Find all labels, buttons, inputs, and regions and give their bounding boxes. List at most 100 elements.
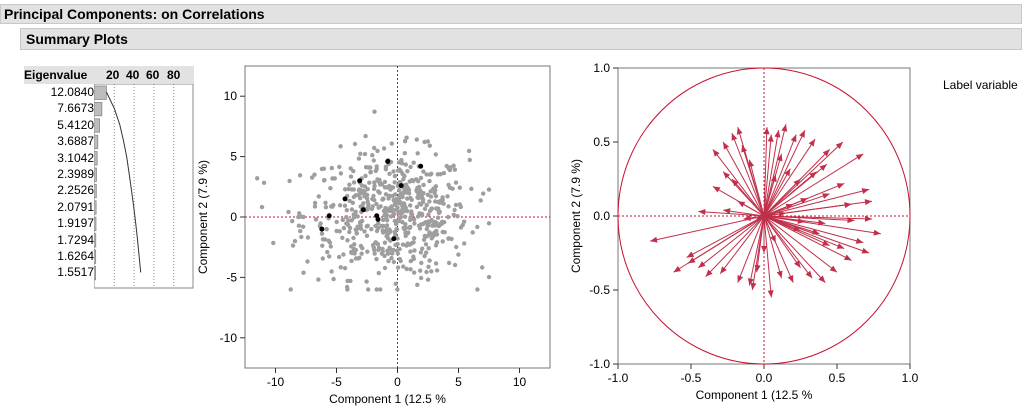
x-tick-label: -0.5: [681, 371, 702, 385]
y-tick-label: 1.0: [593, 62, 610, 75]
eigenvalue-bars: [94, 84, 194, 289]
score-point: [366, 287, 371, 292]
x-tick-label: -1.0: [608, 371, 629, 385]
highlighted-score-point: [360, 207, 366, 213]
score-point: [444, 163, 449, 169]
score-point: [433, 194, 439, 199]
score-point: [363, 133, 368, 139]
score-point: [454, 244, 459, 250]
score-point: [288, 287, 293, 292]
score-point: [426, 264, 431, 269]
score-point: [424, 202, 429, 208]
score-point: [380, 217, 386, 223]
loading-vector-arrowhead: [855, 237, 864, 244]
score-point: [427, 178, 432, 184]
score-point: [378, 180, 383, 186]
eigenvalue-row-label: 2.0791: [57, 199, 94, 214]
score-point: [349, 249, 354, 255]
score-point: [403, 230, 408, 235]
score-point: [446, 214, 451, 220]
score-point: [292, 238, 298, 244]
score-point: [392, 180, 397, 185]
loading-vector-arrowhead: [698, 209, 706, 216]
score-point: [336, 254, 342, 260]
score-point: [345, 287, 350, 292]
loading-vector-arrowhead: [763, 127, 770, 135]
score-point: [341, 252, 346, 257]
score-point: [323, 205, 329, 210]
score-point: [384, 223, 390, 228]
score-point: [446, 260, 452, 266]
loading-vector-arrowhead: [720, 266, 727, 274]
score-point: [418, 175, 424, 181]
score-point: [301, 270, 306, 275]
score-point: [414, 137, 419, 142]
score-point: [440, 239, 445, 244]
loading-vector-arrowhead: [794, 260, 801, 268]
score-point: [395, 205, 400, 210]
loading-vector-arrowhead: [686, 251, 695, 258]
score-point: [342, 203, 348, 208]
score-point: [323, 200, 328, 205]
report-header[interactable]: Principal Components: on Correlations: [0, 4, 1022, 24]
summary-plots-header[interactable]: Summary Plots: [20, 28, 1022, 50]
eigenvalue-row-label: 2.2526: [57, 183, 94, 198]
score-point: [426, 212, 431, 217]
loading-vector-arrowhead: [790, 134, 797, 143]
highlighted-score-point: [418, 163, 424, 169]
highlighted-score-point: [357, 178, 363, 184]
loading-vector-arrowhead: [835, 142, 843, 149]
loading-vector: [698, 211, 765, 217]
score-point: [481, 191, 486, 196]
score-point: [457, 185, 462, 190]
score-point: [346, 186, 351, 192]
score-point: [391, 212, 396, 217]
y-tick-label: -0.5: [589, 283, 610, 297]
score-point: [424, 269, 429, 275]
loading-vector: [763, 124, 787, 217]
loading-vector-arrowhead: [793, 179, 801, 187]
loading-vector-arrowhead: [767, 134, 774, 142]
score-point: [290, 243, 296, 248]
score-point: [316, 277, 321, 282]
score-point: [331, 202, 336, 208]
loading-vector-arrowhead: [774, 130, 781, 138]
highlighted-score-point: [319, 226, 325, 232]
eigenvalue-label: Eigenvalue: [24, 68, 88, 82]
score-point: [436, 199, 441, 205]
score-point: [386, 258, 391, 264]
score-point: [467, 157, 472, 163]
score-point: [298, 228, 303, 234]
eigen-bar: [94, 233, 97, 248]
score-plot[interactable]: -10 -5 0 5 10 10 5 0 -5 -10 Component 1 (12.5 % Com…: [195, 62, 560, 410]
x-tick-label: 10: [513, 375, 527, 389]
score-point: [352, 242, 357, 247]
score-point: [383, 167, 389, 172]
score-point: [374, 256, 379, 262]
score-point: [452, 262, 458, 268]
score-point: [358, 151, 363, 156]
score-point: [363, 165, 369, 170]
score-point: [385, 251, 391, 256]
highlighted-score-point: [385, 158, 391, 164]
loading-vector-arrowhead: [712, 149, 720, 157]
score-point: [340, 235, 345, 240]
score-point: [322, 177, 327, 183]
score-point: [348, 174, 354, 179]
score-point: [416, 179, 421, 184]
score-point: [419, 260, 424, 266]
score-point: [433, 223, 438, 228]
y-tick-label: 0.5: [593, 135, 610, 149]
score-point: [450, 186, 455, 191]
score-point: [446, 204, 451, 209]
highlighted-score-point: [391, 236, 397, 242]
loading-plot[interactable]: -1.0 -0.5 0.0 0.5 1.0 1.0 0.5 0.0 -0.5 -1.0 Compon…: [555, 62, 920, 410]
score-point: [424, 172, 429, 177]
eigen-bar: [94, 216, 97, 231]
score-point: [347, 198, 352, 203]
loading-vector-arrowhead: [781, 124, 788, 132]
score-point: [365, 196, 370, 201]
score-point: [395, 287, 400, 292]
loading-vector: [737, 215, 765, 283]
score-point: [383, 211, 388, 217]
